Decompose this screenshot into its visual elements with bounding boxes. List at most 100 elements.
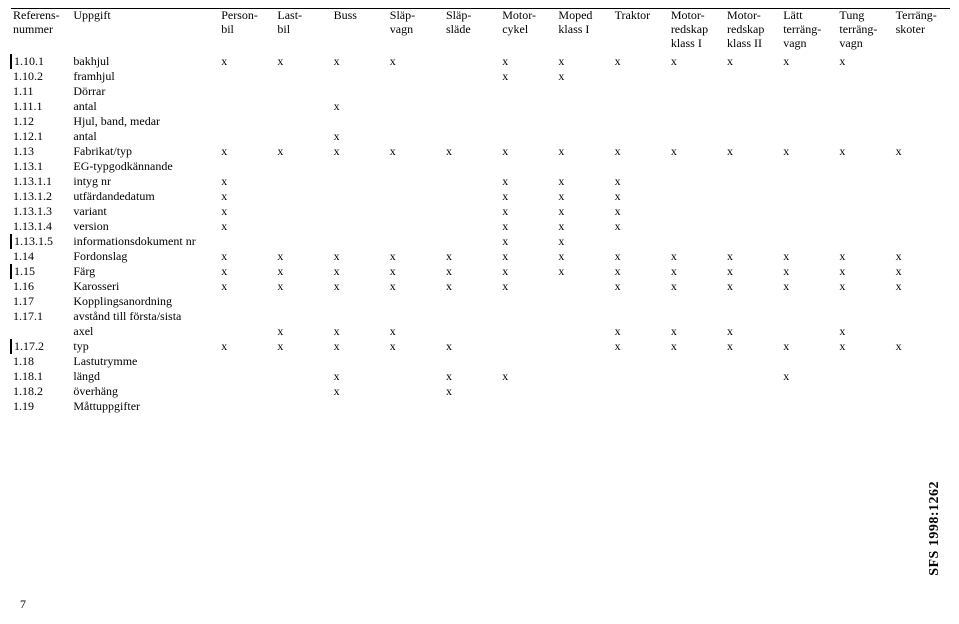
page-number: 7 <box>20 597 26 612</box>
mark-cell: x <box>613 249 669 264</box>
mark-cell <box>837 309 893 324</box>
mark-cell <box>669 384 725 399</box>
mark-cell <box>725 219 781 234</box>
mark-cell <box>388 219 444 234</box>
mark-cell <box>837 69 893 84</box>
mark-cell: x <box>444 249 500 264</box>
mark-cell: x <box>894 144 950 159</box>
mark-cell: x <box>669 249 725 264</box>
mark-cell: x <box>725 144 781 159</box>
mark-cell <box>894 204 950 219</box>
mark-cell <box>388 129 444 144</box>
mark-cell <box>556 279 612 294</box>
uppgift-cell: antal <box>71 129 219 144</box>
col-header-upp: Uppgift <box>71 9 219 55</box>
ref-cell: 1.12 <box>11 114 71 129</box>
ref-cell: 1.13.1.1 <box>11 174 71 189</box>
mark-cell <box>388 159 444 174</box>
mark-cell <box>388 399 444 414</box>
mark-cell <box>669 114 725 129</box>
mark-cell <box>219 369 275 384</box>
mark-cell <box>556 324 612 339</box>
ref-cell: 1.10.2 <box>11 69 71 84</box>
mark-cell <box>725 99 781 114</box>
mark-cell <box>837 189 893 204</box>
mark-cell <box>725 174 781 189</box>
mark-cell: x <box>613 264 669 279</box>
table-row: 1.17.1avstånd till första/sista <box>11 309 950 324</box>
mark-cell: x <box>894 249 950 264</box>
col-header-c11: Lättterräng-vagn <box>781 9 837 55</box>
uppgift-cell: Dörrar <box>71 84 219 99</box>
mark-cell <box>556 129 612 144</box>
mark-cell: x <box>781 369 837 384</box>
mark-cell: x <box>219 219 275 234</box>
mark-cell: x <box>725 264 781 279</box>
mark-cell <box>444 324 500 339</box>
mark-cell <box>894 309 950 324</box>
mark-cell: x <box>332 339 388 354</box>
mark-cell <box>332 189 388 204</box>
mark-cell <box>444 354 500 369</box>
mark-cell <box>894 54 950 69</box>
mark-cell <box>613 114 669 129</box>
uppgift-cell: överhäng <box>71 384 219 399</box>
mark-cell: x <box>781 249 837 264</box>
mark-cell: x <box>388 264 444 279</box>
mark-cell <box>332 294 388 309</box>
mark-cell <box>556 159 612 174</box>
mark-cell <box>725 84 781 99</box>
mark-cell <box>275 114 331 129</box>
mark-cell <box>219 69 275 84</box>
mark-cell: x <box>669 324 725 339</box>
table-row: 1.13Fabrikat/typxxxxxxxxxxxxx <box>11 144 950 159</box>
mark-cell <box>613 159 669 174</box>
mark-cell <box>837 84 893 99</box>
table-body: 1.10.1bakhjulxxxxxxxxxxx1.10.2framhjulxx… <box>11 54 950 414</box>
mark-cell <box>556 114 612 129</box>
mark-cell: x <box>781 54 837 69</box>
mark-cell: x <box>275 54 331 69</box>
uppgift-cell: Måttuppgifter <box>71 399 219 414</box>
table-row: 1.14Fordonslagxxxxxxxxxxxxx <box>11 249 950 264</box>
table-row: 1.13.1.4versionxxxx <box>11 219 950 234</box>
ref-cell: 1.17.1 <box>11 309 71 324</box>
mark-cell <box>275 189 331 204</box>
mark-cell <box>837 114 893 129</box>
mark-cell: x <box>500 69 556 84</box>
mark-cell: x <box>781 339 837 354</box>
mark-cell: x <box>613 54 669 69</box>
col-header-c9: Motor-redskapklass I <box>669 9 725 55</box>
mark-cell <box>669 189 725 204</box>
mark-cell <box>444 204 500 219</box>
mark-cell: x <box>894 279 950 294</box>
table-row: 1.11Dörrar <box>11 84 950 99</box>
uppgift-cell: version <box>71 219 219 234</box>
mark-cell <box>556 354 612 369</box>
mark-cell <box>444 309 500 324</box>
mark-cell: x <box>725 279 781 294</box>
mark-cell: x <box>613 279 669 294</box>
ref-cell: 1.13.1.5 <box>11 234 71 249</box>
mark-cell <box>219 354 275 369</box>
mark-cell: x <box>613 219 669 234</box>
mark-cell <box>500 354 556 369</box>
mark-cell <box>444 159 500 174</box>
mark-cell <box>219 99 275 114</box>
mark-cell: x <box>388 324 444 339</box>
mark-cell <box>332 84 388 99</box>
mark-cell <box>556 84 612 99</box>
mark-cell <box>613 234 669 249</box>
mark-cell <box>894 369 950 384</box>
col-header-c5: Släp-släde <box>444 9 500 55</box>
mark-cell <box>781 219 837 234</box>
mark-cell: x <box>219 54 275 69</box>
mark-cell: x <box>444 339 500 354</box>
mark-cell: x <box>500 174 556 189</box>
mark-cell: x <box>500 144 556 159</box>
mark-cell: x <box>444 279 500 294</box>
mark-cell <box>669 219 725 234</box>
mark-cell <box>556 294 612 309</box>
table-row: 1.11.1antalx <box>11 99 950 114</box>
ref-cell: 1.11 <box>11 84 71 99</box>
